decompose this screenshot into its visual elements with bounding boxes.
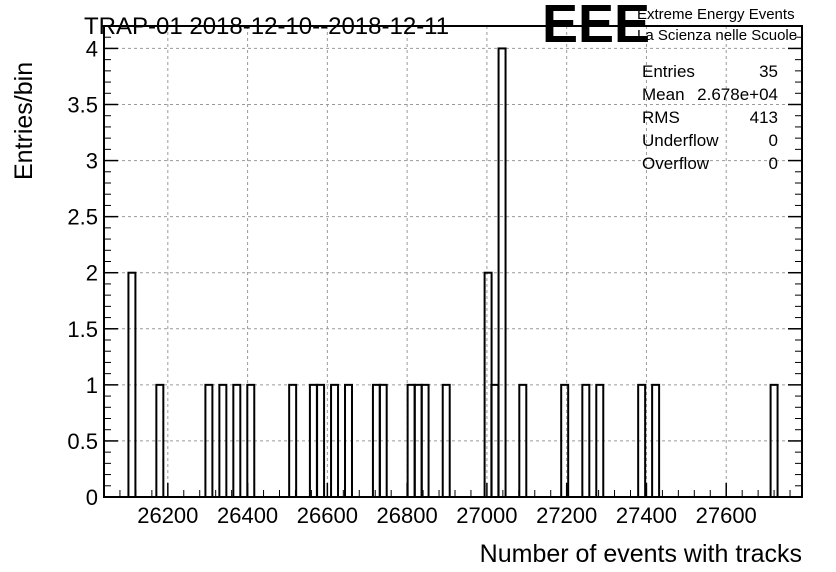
x-tick-label: 27200 — [536, 503, 597, 528]
stat-value: 413 — [750, 108, 778, 127]
x-tick-label: 27000 — [456, 503, 517, 528]
y-tick-label: 2.5 — [67, 205, 98, 230]
logo-line-1: Extreme Energy Events — [637, 6, 795, 23]
x-tick-label: 26200 — [137, 503, 198, 528]
stat-value: 0 — [769, 154, 778, 173]
axis-ticks — [104, 36, 802, 498]
chart-title: TRAP-01 2018-12-10--2018-12-11 — [84, 13, 449, 40]
stat-label: Underflow — [642, 131, 719, 150]
eee-logo: EEE Extreme Energy Events La Scienza nel… — [542, 0, 797, 54]
y-tick-label: 0.5 — [67, 429, 98, 454]
x-tick-label: 26600 — [297, 503, 358, 528]
stat-value: 0 — [769, 131, 778, 150]
y-tick-label: 0 — [86, 485, 98, 510]
y-tick-label: 1 — [86, 373, 98, 398]
x-tick-label: 27600 — [696, 503, 757, 528]
logo-line-2: La Scienza nelle Scuole — [637, 27, 797, 44]
y-tick-label: 4 — [86, 36, 98, 61]
grid-lines — [104, 26, 802, 497]
y-tick-label: 3.5 — [67, 93, 98, 118]
stat-label: Mean — [642, 85, 685, 104]
stat-value: 35 — [759, 62, 778, 81]
logo-mark: EEE — [542, 0, 650, 54]
stat-label: Overflow — [642, 154, 710, 173]
x-tick-label: 26400 — [217, 503, 278, 528]
stats-box: Entries 35 Mean 2.678e+04 RMS 413 Underflow 0 Ov… — [642, 62, 778, 173]
tick-labels: 26200 26400 26600 26800 27000 27200 27400 27600… — [67, 36, 756, 528]
y-tick-label: 1.5 — [67, 317, 98, 342]
histogram-bars — [127, 47, 779, 499]
y-axis-title: Entries/bin — [10, 62, 38, 180]
stat-label: Entries — [642, 62, 695, 81]
y-tick-label: 2 — [86, 261, 98, 286]
y-tick-label: 3 — [86, 149, 98, 174]
x-tick-label: 26800 — [377, 503, 438, 528]
x-axis-title: Number of events with tracks — [480, 540, 802, 568]
stat-value: 2.678e+04 — [697, 85, 778, 104]
x-tick-label: 27400 — [616, 503, 677, 528]
stat-label: RMS — [642, 108, 680, 127]
